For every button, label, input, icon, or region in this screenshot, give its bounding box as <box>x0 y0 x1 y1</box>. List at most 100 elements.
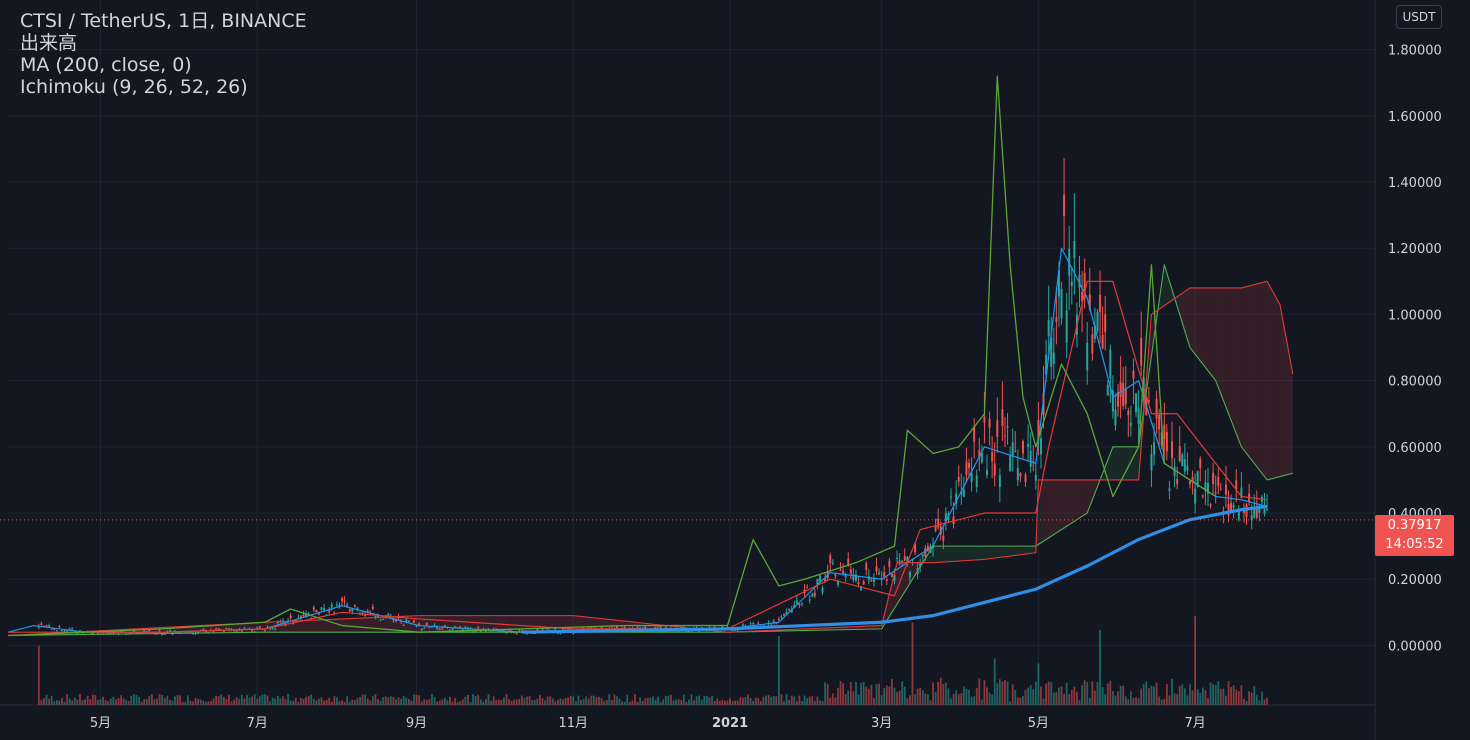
ichimoku-cloud <box>1210 287 1216 381</box>
candle-body <box>623 626 626 628</box>
symbol-title[interactable]: CTSI / TetherUS, 1日, BINANCE <box>20 10 307 32</box>
volume-bar <box>939 677 942 705</box>
volume-bar <box>1235 689 1238 705</box>
candle-body <box>130 632 133 634</box>
candle-body <box>806 587 809 589</box>
volume-bar <box>973 696 976 705</box>
volume-bar <box>143 699 146 705</box>
volume-bar <box>726 700 729 705</box>
ichimoku-cloud <box>1035 479 1041 553</box>
volume-bar <box>1176 693 1179 705</box>
candle <box>829 552 832 571</box>
candle <box>942 527 945 550</box>
volume-bar <box>896 691 898 705</box>
candle-body <box>970 472 973 483</box>
candle <box>978 437 981 472</box>
ichimoku-cloud <box>336 618 343 633</box>
volume-bar <box>472 694 474 705</box>
volume-bar <box>402 696 405 705</box>
candle-body <box>1011 442 1014 456</box>
candle-body <box>1073 240 1076 259</box>
volume-bar <box>1263 699 1266 705</box>
volume-bar <box>690 694 693 705</box>
volume-bar <box>428 699 431 705</box>
candle-body <box>1063 194 1066 216</box>
volume-bar <box>1232 685 1235 705</box>
candle <box>878 568 881 575</box>
candle-body <box>369 613 372 616</box>
candle-body <box>348 608 351 612</box>
candle-body <box>569 628 572 631</box>
volume-bar <box>451 701 454 705</box>
volume-bar <box>461 699 464 705</box>
ichimoku-cloud <box>1040 479 1047 543</box>
ichimoku-cloud <box>506 615 512 633</box>
candle <box>343 595 346 606</box>
candle-body <box>821 587 824 593</box>
currency-button[interactable]: USDT <box>1396 5 1442 29</box>
candle-body <box>731 630 734 632</box>
candle <box>970 457 973 492</box>
volume-bar <box>572 696 575 705</box>
volume-bar <box>1204 690 1207 705</box>
volume-bar <box>487 694 490 705</box>
volume-bar <box>464 696 467 705</box>
candle-body <box>1127 410 1130 416</box>
volume-bar <box>333 696 336 705</box>
candle-body <box>1206 482 1209 494</box>
candle-body <box>430 626 433 628</box>
candle-body <box>323 608 326 611</box>
volume-bar <box>433 697 436 705</box>
volume-bar <box>328 697 331 705</box>
volume-bar <box>729 698 731 705</box>
volume-bar <box>744 697 747 705</box>
volume-bar <box>1150 685 1153 705</box>
candle <box>1227 490 1230 523</box>
ichimoku-cloud <box>527 615 533 633</box>
volume-bar <box>104 700 107 705</box>
candle <box>1039 427 1042 469</box>
volume-bar <box>1099 629 1101 705</box>
candle <box>1047 285 1050 354</box>
volume-bar <box>122 698 125 705</box>
ma-indicator-label[interactable]: MA (200, close, 0) <box>20 54 192 76</box>
ichimoku-indicator-label[interactable]: Ichimoku (9, 26, 52, 26) <box>20 76 248 98</box>
volume-bar <box>485 699 487 705</box>
candle-body <box>834 574 837 577</box>
ichimoku-cloud <box>259 622 265 633</box>
candle <box>821 585 824 596</box>
volume-bar <box>590 695 593 705</box>
volume-bar <box>554 701 557 705</box>
volume-bar <box>1045 683 1047 705</box>
volume-indicator-label[interactable]: 出来高 <box>20 32 78 54</box>
volume-bar <box>831 693 834 705</box>
candle-body <box>1009 455 1012 472</box>
volume-bar <box>1168 695 1171 705</box>
candle-body <box>687 630 690 633</box>
candle <box>783 613 786 616</box>
candle-body <box>371 606 374 610</box>
volume-bar <box>957 694 960 705</box>
candle-body <box>412 620 415 623</box>
candle <box>772 619 775 625</box>
candle <box>1086 322 1089 385</box>
candle-body <box>1183 459 1186 472</box>
candle-body <box>45 625 48 627</box>
volume-bar <box>775 696 778 705</box>
y-tick-label: 1.60000 <box>1388 110 1442 125</box>
volume-bar <box>415 694 418 705</box>
volume-bar <box>998 679 1001 705</box>
candle <box>420 628 423 632</box>
ichimoku-cloud <box>1184 287 1190 348</box>
candle <box>862 579 865 585</box>
candle-body <box>1117 391 1120 407</box>
candle-body <box>55 630 58 632</box>
candle <box>808 595 811 604</box>
candle-body <box>1232 504 1235 508</box>
candle <box>816 578 819 590</box>
candle-body <box>854 574 857 581</box>
x-tick-label: 11月 <box>559 716 589 731</box>
candle-body <box>1021 440 1024 454</box>
candle-body <box>698 630 701 632</box>
